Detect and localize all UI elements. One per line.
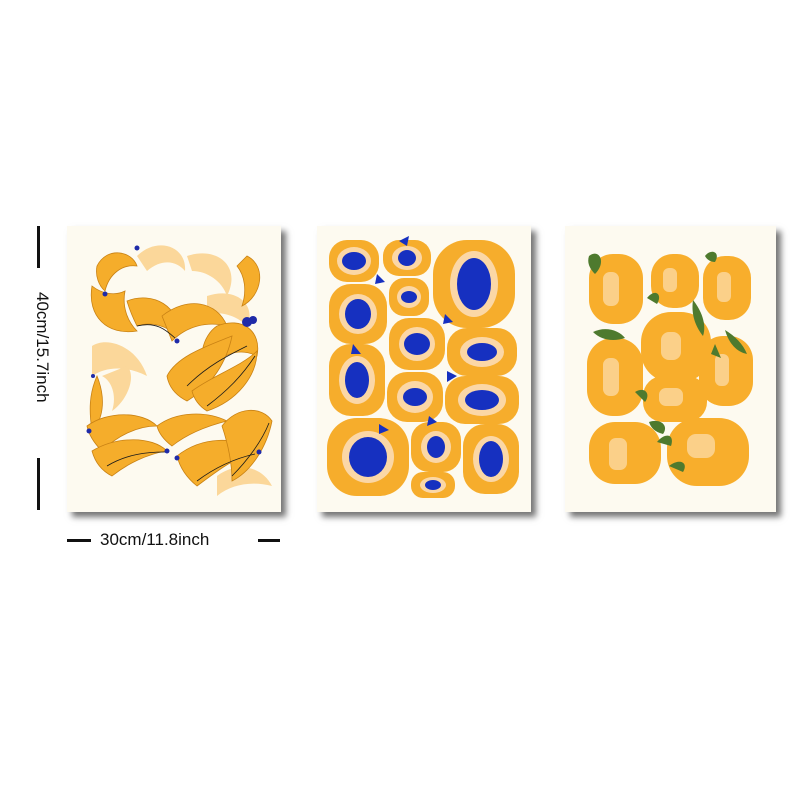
- orange-print: [565, 226, 776, 512]
- height-tick-top: [37, 226, 40, 268]
- height-dimension-label: 40cm/15.7inch: [33, 292, 52, 403]
- banana-print: [67, 226, 281, 512]
- width-tick-left: [67, 539, 91, 542]
- height-tick-bottom: [37, 458, 40, 510]
- width-dimension-label: 30cm/11.8inch: [100, 530, 210, 549]
- apricot-print: [317, 226, 531, 512]
- width-tick-right: [258, 539, 280, 542]
- apricot-illustration: [317, 226, 531, 512]
- banana-illustration: [67, 226, 281, 512]
- orange-illustration: [565, 226, 776, 512]
